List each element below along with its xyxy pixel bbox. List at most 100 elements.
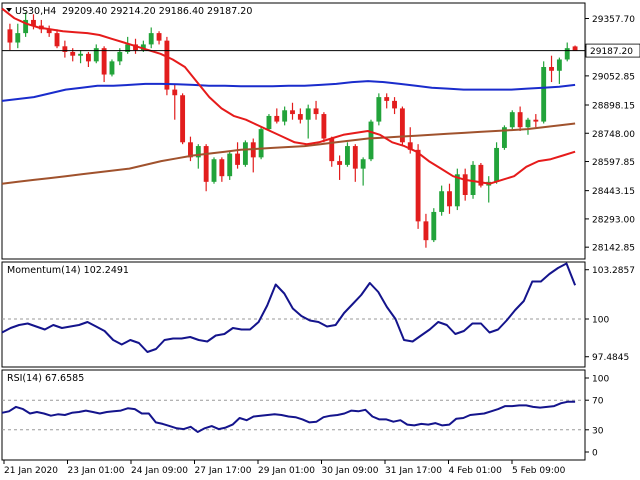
time-tick-label: 21 Jan 2020 — [4, 466, 58, 476]
bull-candle — [266, 115, 272, 130]
bear-candle — [7, 29, 13, 43]
bear-candle — [290, 110, 295, 115]
bull-candle — [195, 146, 201, 158]
panel-frame-1 — [1, 2, 586, 260]
bear-candle — [180, 95, 186, 143]
rsi-tick-label: 30 — [592, 426, 604, 436]
bull-candle — [227, 153, 233, 177]
symbol-label: US30,H4 — [15, 6, 56, 17]
bull-candle — [23, 19, 29, 34]
time-tick-label: 29 Jan 01:00 — [258, 466, 315, 476]
momentum-line — [1, 262, 577, 353]
bear-candle — [533, 119, 539, 122]
bull-candle — [117, 51, 123, 62]
bear-candle — [156, 33, 162, 41]
rsi-tick-label: 100 — [592, 375, 609, 385]
bear-candle — [572, 46, 578, 51]
panel-frame-2 — [1, 261, 586, 368]
bull-candle — [556, 59, 562, 71]
bear-candle — [352, 146, 358, 169]
bear-candle — [384, 97, 390, 101]
time-tick-label: 24 Jan 09:00 — [131, 466, 188, 476]
bear-candle — [478, 164, 484, 186]
momentum-title: Momentum(14) 102.2491 — [7, 265, 129, 276]
bull-candle — [564, 48, 570, 60]
time-tick-label: 23 Jan 01:00 — [68, 466, 125, 476]
bear-candle — [203, 146, 209, 182]
bull-candle — [258, 129, 264, 158]
price-tick-label: 29357.70 — [592, 15, 635, 25]
ohlc-values: 29209.40 29214.20 29186.40 29187.20 — [62, 6, 252, 17]
bear-candle — [31, 19, 36, 26]
bear-candle — [423, 221, 429, 241]
bull-candle — [368, 121, 374, 160]
bear-candle — [70, 51, 76, 56]
bear-candle — [235, 153, 240, 165]
bull-candle — [242, 142, 248, 165]
time-tick-label: 30 Jan 09:00 — [322, 466, 379, 476]
bull-candle — [78, 53, 84, 56]
bull-candle — [541, 67, 547, 122]
bear-candle — [46, 29, 52, 34]
bear-candle — [172, 89, 178, 96]
time-tick-label: 27 Jan 17:00 — [195, 466, 252, 476]
bull-candle — [501, 127, 507, 148]
dropdown-triangle-icon — [6, 8, 12, 12]
bear-candle — [447, 191, 452, 207]
ma-slow-line — [1, 122, 576, 185]
bear-candle — [407, 142, 413, 150]
bull-candle — [439, 191, 445, 212]
bear-candle — [415, 149, 421, 222]
bear-candle — [85, 53, 91, 62]
rsi-tick-label: 0 — [592, 449, 598, 459]
current-price-box — [585, 43, 640, 58]
bull-candle — [93, 48, 99, 62]
momentum-tick-label: 100 — [592, 316, 609, 326]
price-tick-label: 28293.00 — [592, 215, 635, 225]
bull-candle — [525, 119, 531, 128]
bull-candle — [376, 97, 382, 122]
momentum-tick-label: 97.4845 — [592, 353, 629, 363]
bear-candle — [321, 114, 327, 139]
bear-candle — [517, 112, 523, 128]
bull-candle — [282, 110, 288, 122]
bull-candle — [360, 159, 366, 169]
bull-candle — [509, 112, 515, 128]
bear-candle — [164, 40, 170, 90]
bear-candle — [329, 138, 335, 162]
bear-candle — [399, 108, 405, 143]
price-tick-label: 28142.85 — [592, 244, 635, 254]
price-tick-label: 28748.00 — [592, 130, 635, 140]
ma-fast-line — [1, 7, 576, 185]
bull-candle — [494, 147, 500, 182]
bull-candle — [454, 174, 460, 207]
bull-candle — [140, 44, 146, 51]
current-price-label: 29187.20 — [590, 47, 633, 57]
bear-candle — [549, 67, 554, 71]
bear-candle — [219, 159, 225, 177]
bear-candle — [337, 161, 343, 165]
bull-candle — [125, 44, 131, 52]
bear-candle — [62, 46, 68, 52]
bull-candle — [211, 159, 217, 182]
bear-candle — [462, 174, 468, 195]
bear-candle — [133, 44, 138, 51]
bear-candle — [297, 114, 303, 120]
price-tick-label: 28443.15 — [592, 187, 635, 197]
rsi-title: RSI(14) 67.6585 — [7, 373, 84, 384]
bear-candle — [101, 48, 107, 75]
panel-frame-3 — [1, 369, 586, 461]
time-tick-label: 5 Feb 09:00 — [512, 466, 566, 476]
bull-candle — [470, 164, 476, 195]
bull-candle — [15, 33, 21, 43]
bear-candle — [54, 33, 60, 47]
bear-candle — [392, 100, 397, 109]
momentum-tick-label: 103.2857 — [592, 266, 635, 276]
bull-candle — [148, 33, 154, 45]
bull-candle — [345, 146, 350, 165]
bull-candle — [431, 211, 437, 241]
ma-mid-line — [1, 80, 576, 102]
rsi-tick-label: 70 — [592, 397, 604, 407]
bear-candle — [188, 142, 193, 158]
